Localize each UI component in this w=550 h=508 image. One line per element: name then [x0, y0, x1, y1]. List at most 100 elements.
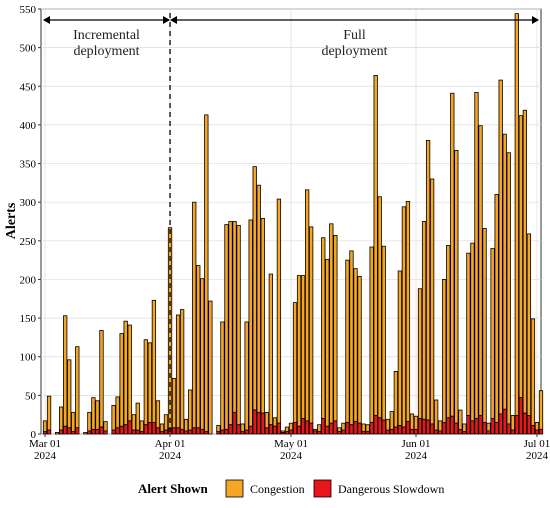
bar-dangerous-slowdown	[446, 417, 451, 435]
bar-congestion	[272, 417, 278, 427]
bar-congestion	[429, 178, 435, 425]
bar-dangerous-slowdown	[224, 428, 229, 435]
bar-congestion	[434, 399, 439, 431]
bar-congestion	[518, 115, 523, 399]
bar-dangerous-slowdown	[75, 427, 80, 435]
bar-congestion	[502, 133, 507, 410]
bar-dangerous-slowdown	[361, 431, 366, 435]
bar-dangerous-slowdown	[385, 429, 390, 435]
bar-congestion	[369, 246, 374, 423]
bar-congestion	[450, 92, 455, 417]
bar-dangerous-slowdown	[450, 415, 455, 435]
bar-congestion	[123, 320, 128, 426]
bar-dangerous-slowdown	[232, 411, 237, 435]
y-tick-label: 250	[20, 236, 37, 248]
bar-dangerous-slowdown	[313, 430, 318, 435]
bar-congestion	[63, 315, 68, 427]
bar-congestion	[526, 233, 532, 416]
bar-congestion	[260, 218, 265, 414]
bar-congestion	[75, 346, 80, 429]
bar-congestion	[99, 330, 104, 428]
bar-dangerous-slowdown	[401, 426, 407, 435]
bar-dangerous-slowdown	[494, 422, 499, 435]
bar-dangerous-slowdown	[240, 431, 245, 435]
bar-congestion	[155, 400, 161, 429]
bar-dangerous-slowdown	[175, 427, 181, 435]
bar-dangerous-slowdown	[272, 425, 278, 435]
bar-congestion	[373, 75, 378, 416]
bar-dangerous-slowdown	[405, 421, 411, 435]
bar-dangerous-slowdown	[155, 427, 161, 435]
bar-congestion	[357, 275, 362, 424]
bar-dangerous-slowdown	[159, 431, 165, 435]
legend-swatch	[225, 479, 244, 498]
y-tick-label: 400	[20, 120, 37, 132]
bar-dangerous-slowdown	[248, 425, 253, 435]
bar-dangerous-slowdown	[417, 418, 423, 435]
bar-congestion	[127, 324, 132, 422]
bar-congestion	[292, 302, 298, 423]
bar-congestion	[103, 421, 108, 432]
bar-congestion	[224, 224, 229, 430]
bar-congestion	[397, 270, 403, 426]
bar-congestion	[486, 422, 491, 432]
bar-congestion	[446, 245, 451, 419]
bar-congestion	[268, 273, 273, 426]
bar-dangerous-slowdown	[474, 418, 479, 435]
y-tick-label: 100	[20, 352, 37, 364]
bar-congestion	[111, 405, 116, 431]
bar-dangerous-slowdown	[438, 430, 443, 435]
legend-label: Dangerous Slowdown	[338, 482, 444, 496]
bar-congestion	[240, 423, 245, 433]
bar-dangerous-slowdown	[188, 429, 193, 435]
bar-dangerous-slowdown	[429, 423, 435, 435]
bar-dangerous-slowdown	[284, 431, 290, 435]
bar-congestion	[498, 79, 503, 415]
y-tick-label: 550	[20, 4, 37, 16]
phase-arrowhead-left	[170, 16, 178, 24]
bar-congestion	[466, 252, 471, 416]
bar-congestion	[510, 415, 515, 431]
bar-congestion	[321, 237, 326, 419]
bar-congestion	[236, 224, 241, 426]
bar-dangerous-slowdown	[196, 427, 201, 435]
bar-congestion	[276, 198, 282, 424]
bar-dangerous-slowdown	[192, 427, 197, 435]
bar-dangerous-slowdown	[393, 426, 398, 435]
phase-arrowhead-right	[163, 16, 171, 24]
bar-dangerous-slowdown	[46, 429, 52, 435]
bar-congestion	[296, 275, 302, 427]
bar-dangerous-slowdown	[498, 413, 503, 435]
x-tick-year-label: 2024	[405, 450, 428, 462]
bar-congestion	[530, 318, 536, 426]
bar-dangerous-slowdown	[470, 420, 475, 435]
bar-congestion	[337, 427, 342, 433]
bar-congestion	[71, 411, 76, 433]
bar-congestion	[438, 420, 443, 432]
bar-dangerous-slowdown	[369, 422, 374, 435]
bar-congestion	[317, 424, 322, 433]
bar-dangerous-slowdown	[268, 424, 273, 435]
bar-congestion	[478, 125, 483, 416]
bar-congestion	[163, 414, 169, 431]
bar-congestion	[381, 245, 386, 421]
bar-congestion	[91, 397, 96, 430]
bar-congestion	[341, 422, 346, 431]
bar-dangerous-slowdown	[389, 428, 394, 435]
bar-congestion	[216, 425, 221, 433]
bar-dangerous-slowdown	[462, 431, 467, 435]
y-tick-label: 450	[20, 81, 37, 93]
bar-congestion	[171, 377, 177, 429]
bar-congestion	[349, 250, 354, 426]
bar-dangerous-slowdown	[442, 422, 447, 435]
bar-dangerous-slowdown	[91, 428, 96, 435]
bar-dangerous-slowdown	[256, 411, 261, 435]
y-axis: 0 50 100 150 200 250 300 350 400 450 500 550	[20, 4, 41, 441]
bar-dangerous-slowdown	[341, 429, 346, 435]
bar-dangerous-slowdown	[357, 422, 362, 435]
bar-congestion	[329, 223, 334, 424]
bar-dangerous-slowdown	[490, 418, 495, 435]
bar-dangerous-slowdown	[353, 421, 358, 435]
phase-label: Incremental	[73, 28, 140, 43]
